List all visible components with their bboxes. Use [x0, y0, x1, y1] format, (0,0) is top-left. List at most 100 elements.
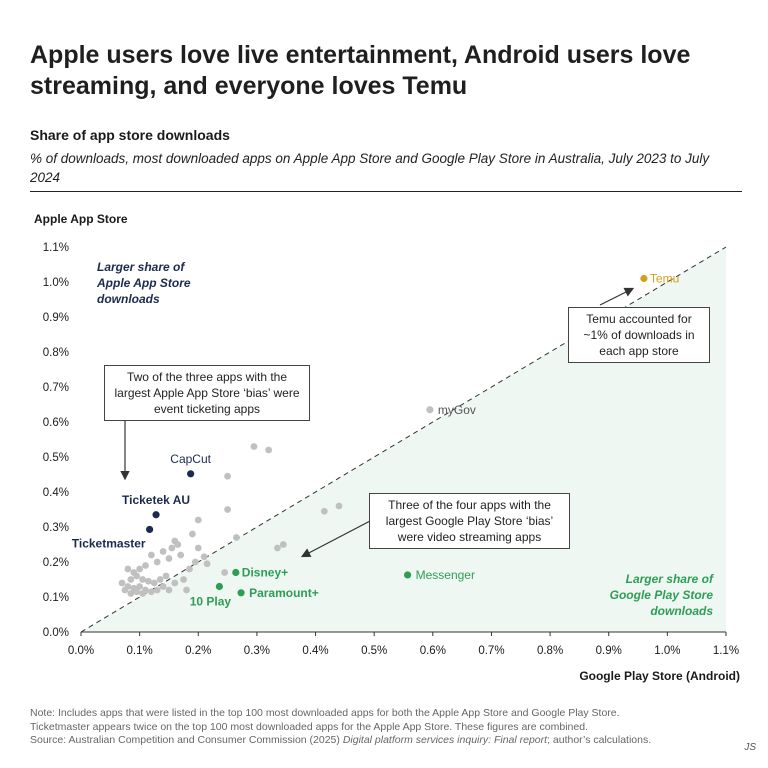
x-tick-label: 0.6%	[420, 645, 446, 657]
grey-app-point	[165, 586, 173, 594]
google-region-label: Larger share of Google Play Store downlo…	[609, 572, 713, 618]
grey-app-point	[147, 551, 155, 559]
ticketing-annotation: Two of the three apps with the largest A…	[104, 365, 310, 421]
point-labels: Temu myGov CapCut Ticketek AU Ticketmaster Di…	[72, 272, 679, 609]
x-tick-label: 0.4%	[302, 645, 328, 657]
grey-app-point	[156, 576, 164, 583]
grey-app-point	[274, 544, 281, 552]
y-tick-label: 0.9%	[43, 312, 69, 324]
grey-app-point	[189, 530, 196, 538]
x-tick-label: 0.1%	[127, 645, 153, 657]
paramount--point	[237, 589, 245, 597]
ticketek-au-label: Ticketek AU	[122, 493, 190, 507]
y-tick-label: 0.0%	[43, 627, 69, 639]
grey-app-point	[279, 541, 287, 548]
x-tick-label: 0.5%	[361, 645, 387, 657]
y-tick-label: 0.8%	[43, 347, 69, 359]
source-title: Digital platform services inquiry: Final…	[342, 734, 548, 746]
note-line-1: Note: Includes apps that were listed in …	[30, 707, 620, 719]
source-suffix: ; author’s calculations.	[547, 734, 652, 746]
ticketmaster-point	[146, 525, 154, 534]
y-tick-label: 0.2%	[43, 557, 69, 569]
grey-app-point	[139, 576, 146, 583]
grey-app-point	[147, 588, 155, 596]
grey-app-point	[159, 583, 167, 590]
grey-app-point	[159, 548, 167, 555]
temu-point	[640, 274, 648, 283]
y-axis-label: Apple App Store	[34, 212, 128, 226]
y-tick-label: 0.6%	[43, 417, 69, 429]
grey-app-point	[121, 586, 129, 594]
ticketmaster-label: Ticketmaster	[72, 536, 146, 550]
y-tick-label: 0.4%	[43, 487, 69, 499]
grey-app-point	[136, 583, 144, 590]
mygov-point	[426, 406, 434, 414]
paramount--label: Paramount+	[249, 586, 319, 600]
grey-app-point	[320, 507, 328, 515]
grey-app-point	[203, 560, 211, 568]
grey-app-point	[133, 588, 141, 596]
x-tick-label: 0.8%	[537, 645, 563, 657]
grey-app-point	[194, 516, 202, 524]
messenger-label: Messenger	[416, 568, 475, 582]
x-ticks: 0.0% 0.1% 0.2% 0.3% 0.4% 0.5% 0.6% 0.7% 0.8% 0.9%…	[68, 632, 739, 657]
grey-app-point	[221, 569, 229, 576]
x-tick-label: 0.0%	[68, 645, 94, 657]
x-tick-label: 0.3%	[244, 645, 270, 657]
grey-app-point	[224, 472, 231, 480]
capcut-point	[187, 470, 195, 478]
annotation-arrows	[120, 287, 635, 558]
y-tick-label: 0.3%	[43, 522, 69, 534]
ticketek-au-point	[152, 511, 160, 519]
grey-app-point	[153, 558, 161, 566]
grey-app-point	[186, 565, 193, 573]
grey-app-point	[127, 590, 135, 597]
grey-app-point	[191, 558, 199, 566]
y-tick-label: 0.1%	[43, 592, 69, 604]
grey-app-point	[335, 502, 343, 510]
grey-app-point	[224, 506, 231, 513]
y-tick-label: 1.1%	[43, 242, 69, 254]
grey-app-point	[250, 443, 258, 450]
grey-app-point	[183, 586, 190, 594]
grey-app-point	[232, 534, 240, 541]
10-play-label: 10 Play	[190, 595, 232, 609]
note-line-2: Ticketmaster appears twice on the top 10…	[30, 720, 588, 733]
10-play-point	[215, 582, 223, 591]
grey-app-point	[142, 562, 149, 569]
y-tick-label: 0.7%	[43, 382, 69, 394]
grey-app-point	[127, 576, 135, 583]
grey-app-point	[133, 572, 141, 580]
grey-app-point	[145, 577, 152, 585]
grey-app-point	[162, 572, 170, 580]
grey-app-point	[124, 565, 132, 573]
temu-arrow	[599, 287, 635, 306]
capcut-label: CapCut	[170, 452, 211, 466]
grey-app-point	[177, 551, 185, 559]
grey-app-point	[194, 544, 202, 552]
temu-annotation: Temu accounted for ~1% of downloads in e…	[568, 307, 710, 363]
x-tick-label: 0.2%	[185, 645, 211, 657]
grey-app-point	[180, 576, 188, 583]
grey-app-point	[136, 565, 144, 573]
grey-app-point	[174, 541, 182, 548]
source-prefix: Source: Australian Competition and Consu…	[30, 734, 343, 746]
messenger-point	[404, 571, 412, 579]
x-tick-label: 1.0%	[654, 645, 680, 657]
author-signature: JS	[744, 742, 756, 753]
disney--label: Disney+	[242, 566, 288, 580]
streaming-annotation: Three of the four apps with the largest …	[369, 493, 570, 549]
y-ticks: 0.0% 0.1% 0.2% 0.3% 0.4% 0.5% 0.6% 0.7% 0.8% 0.9%…	[43, 242, 69, 639]
disney--point	[232, 568, 240, 577]
source-line: Source: Australian Competition and Consu…	[30, 734, 742, 748]
grey-app-point	[200, 553, 208, 561]
grey-app-point	[171, 579, 179, 587]
y-tick-label: 1.0%	[43, 277, 69, 289]
x-tick-label: 0.9%	[596, 645, 622, 657]
grey-app-point	[265, 446, 273, 454]
grey-app-point	[153, 586, 161, 594]
chart-title: Apple users love live entertainment, And…	[30, 41, 691, 100]
streaming-arrow	[300, 519, 373, 558]
grey-app-point	[139, 590, 146, 597]
grey-app-point	[168, 544, 176, 552]
